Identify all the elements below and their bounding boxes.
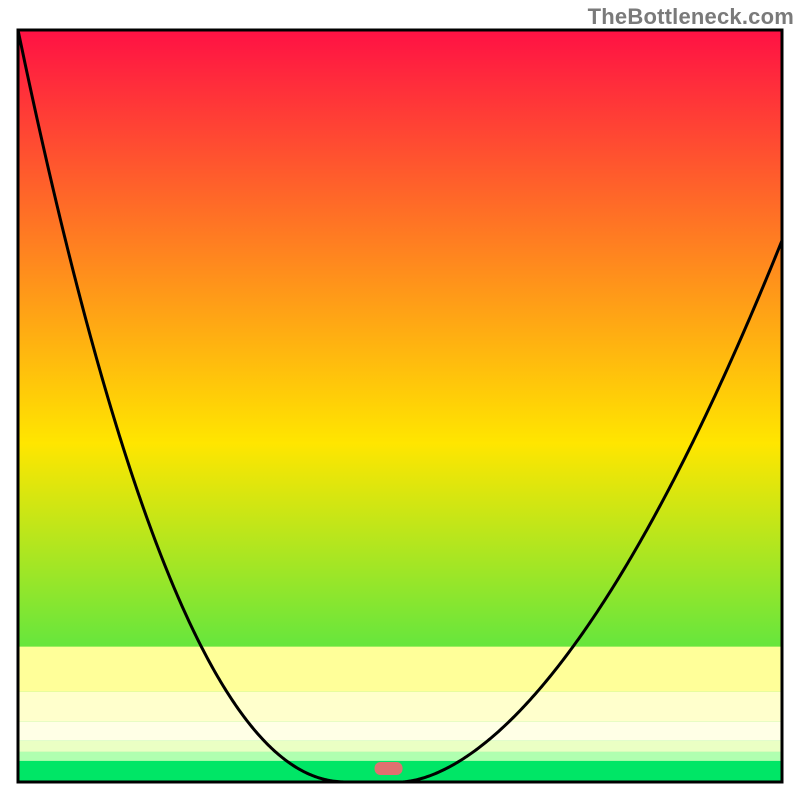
bottom-band-1 [18,692,782,722]
bottom-band-3 [18,741,782,752]
bottom-band-0 [18,647,782,692]
bottom-band-2 [18,722,782,741]
chart-svg [0,0,800,800]
chart-container: TheBottleneck.com [0,0,800,800]
optimum-marker [375,762,403,775]
bottom-band-4 [18,752,782,761]
